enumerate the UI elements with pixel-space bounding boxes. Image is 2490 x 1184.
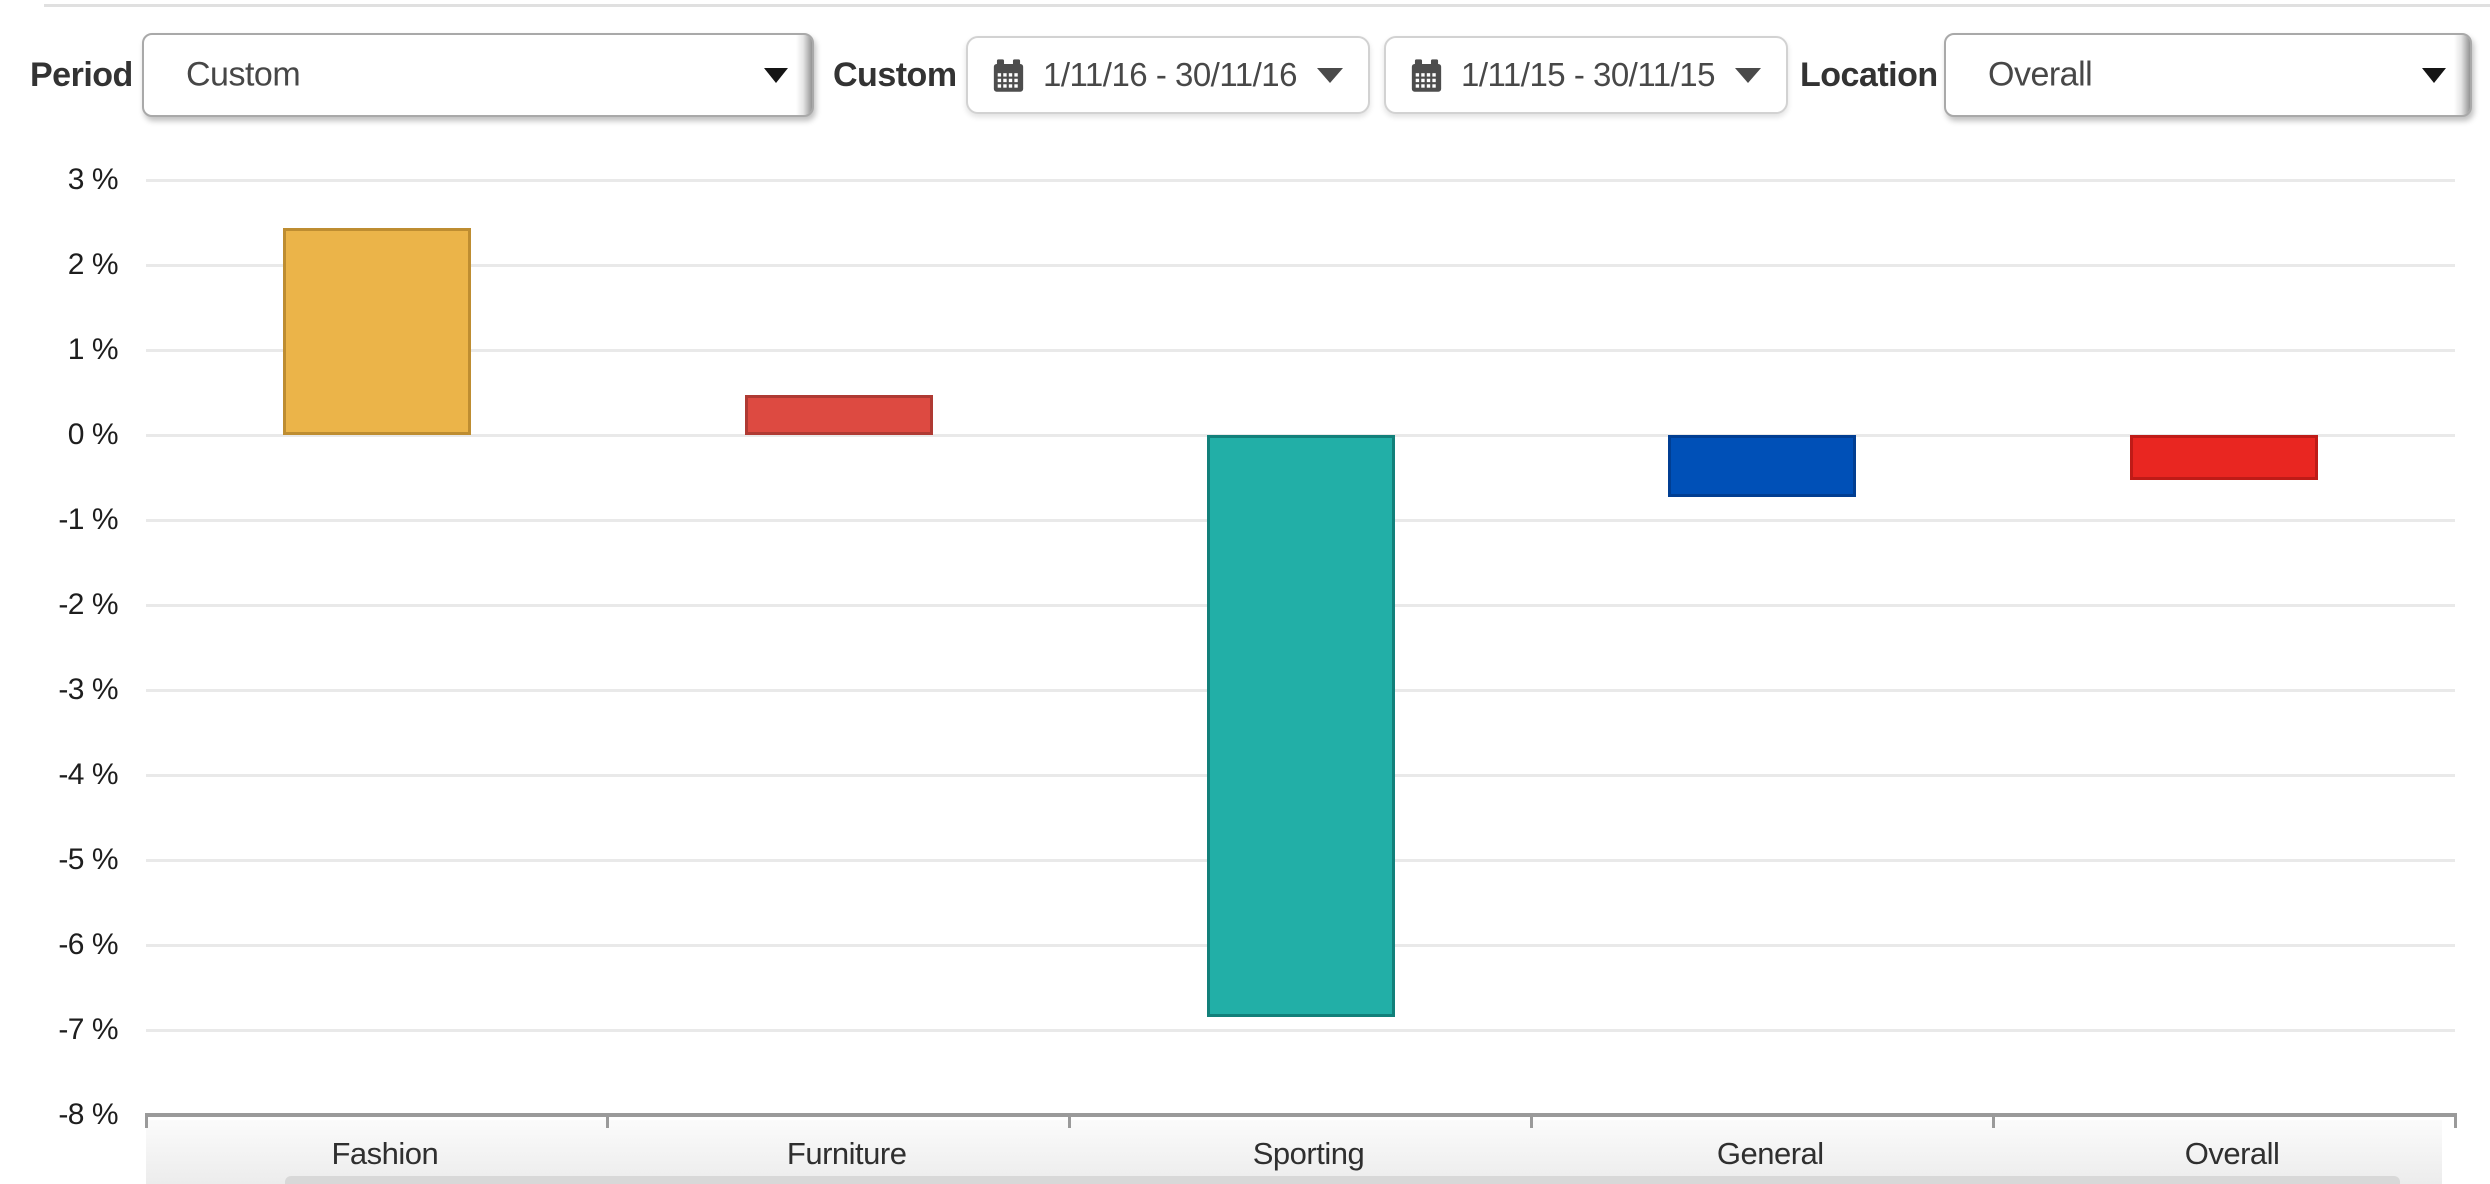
custom-label: Custom [833,56,957,94]
y-axis-label: -4 % [58,758,118,791]
bar-overall[interactable] [2130,435,2319,481]
x-axis-tick [606,1113,610,1128]
location-select-value: Overall [1988,55,2093,94]
x-axis-label: Furniture [786,1136,907,1171]
bar-sporting[interactable] [1206,435,1395,1018]
x-axis-tick [2453,1113,2457,1128]
x-axis-tick [144,1113,148,1128]
y-axis-label: -6 % [58,928,118,961]
location-select[interactable]: Overall [1944,33,2472,117]
period-select[interactable]: Custom [142,33,814,117]
y-grid-line [146,348,2455,352]
horizontal-scrollbar[interactable] [285,1176,2400,1184]
bar-furniture[interactable] [744,395,933,435]
x-axis-tick [1991,1113,1995,1128]
x-axis-tick [1068,1113,1072,1128]
x-axis-line [146,1113,2455,1117]
primary-date-range-picker[interactable]: 1/11/16 - 30/11/16 [966,36,1370,114]
calendar-icon [1411,58,1442,92]
y-grid-line [146,178,2455,182]
primary-date-range-value: 1/11/16 - 30/11/16 [1043,56,1298,93]
y-grid-line [146,263,2455,267]
x-axis-label: Fashion [331,1136,439,1171]
chevron-down-icon [2422,68,2446,83]
y-axis-label: -5 % [58,843,118,876]
chevron-down-icon [764,68,788,83]
bar-fashion[interactable] [282,228,471,435]
x-axis-label: General [1716,1136,1824,1171]
top-divider [44,4,2490,7]
x-axis-label: Overall [2184,1136,2280,1171]
y-axis-label: -7 % [58,1013,118,1046]
location-label: Location [1800,56,1938,94]
y-axis-label: 2 % [67,248,119,281]
y-axis-label: -8 % [58,1098,118,1131]
x-axis-label: Sporting [1252,1136,1365,1171]
period-select-value: Custom [186,55,301,94]
caret-down-icon [1735,67,1761,83]
y-axis-label: 3 % [67,163,119,196]
comparison-date-range-value: 1/11/15 - 30/11/15 [1461,56,1716,93]
y-grid-line [146,1028,2455,1032]
y-axis-label: 1 % [67,333,119,366]
comparison-date-range-picker[interactable]: 1/11/15 - 30/11/15 [1384,36,1788,114]
period-label: Period [30,56,133,94]
y-axis-label: 0 % [67,418,119,451]
caret-down-icon [1317,67,1343,83]
x-axis-band [146,1120,2442,1184]
y-axis-label: -3 % [58,673,118,706]
bar-general[interactable] [1668,435,1857,498]
calendar-icon [993,58,1024,92]
y-axis-label: -2 % [58,588,118,621]
x-axis-tick [1529,1113,1533,1128]
y-axis-label: -1 % [58,503,118,536]
